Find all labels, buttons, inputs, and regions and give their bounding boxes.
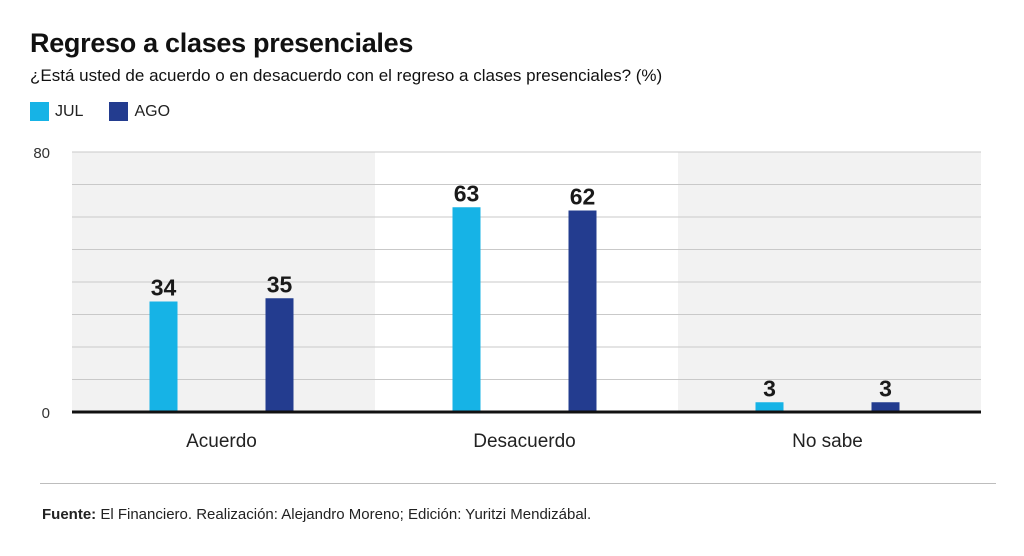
data-label: 35 (267, 271, 293, 297)
data-label: 34 (151, 275, 177, 301)
chart-title: Regreso a clases presenciales (30, 28, 414, 58)
data-label: 3 (763, 375, 776, 401)
legend-swatch-ago (109, 102, 129, 121)
footer-divider (40, 483, 996, 484)
chart-subtitle: ¿Está usted de acuerdo o en desacuerdo c… (30, 66, 663, 85)
y-tick-label: 0 (42, 405, 50, 422)
legend-swatch-jul (30, 102, 49, 121)
bar-jul-2 (452, 207, 481, 412)
legend-label-ago: AGO (134, 102, 171, 120)
legend: JUL AGO (30, 102, 196, 121)
x-category-label: Acuerdo (186, 431, 257, 452)
y-tick-label: 80 (33, 145, 50, 162)
x-category-label: Desacuerdo (473, 431, 575, 452)
bar-chart: 0 80 34 35 Acuerdo 63 62 Desacuerdo 3 3 No sabe (33, 145, 981, 452)
legend-item-ago: AGO (109, 102, 170, 121)
data-label: 63 (454, 180, 480, 206)
legend-label-jul: JUL (55, 102, 84, 120)
bar-ago-3 (871, 402, 900, 412)
legend-item-jul: JUL (30, 102, 83, 121)
bar-ago-2 (568, 210, 597, 412)
data-label: 62 (570, 184, 596, 210)
bar-jul-3 (755, 402, 784, 412)
bar-jul-1 (149, 301, 178, 412)
source-text: El Financiero. Realización: Alejandro Mo… (96, 506, 592, 523)
source-label: Fuente: (42, 506, 97, 523)
data-label: 3 (879, 375, 892, 401)
x-category-label: No sabe (792, 431, 863, 452)
bar-ago-1 (265, 298, 294, 412)
source-note: Fuente: El Financiero. Realización: Alej… (42, 506, 591, 523)
